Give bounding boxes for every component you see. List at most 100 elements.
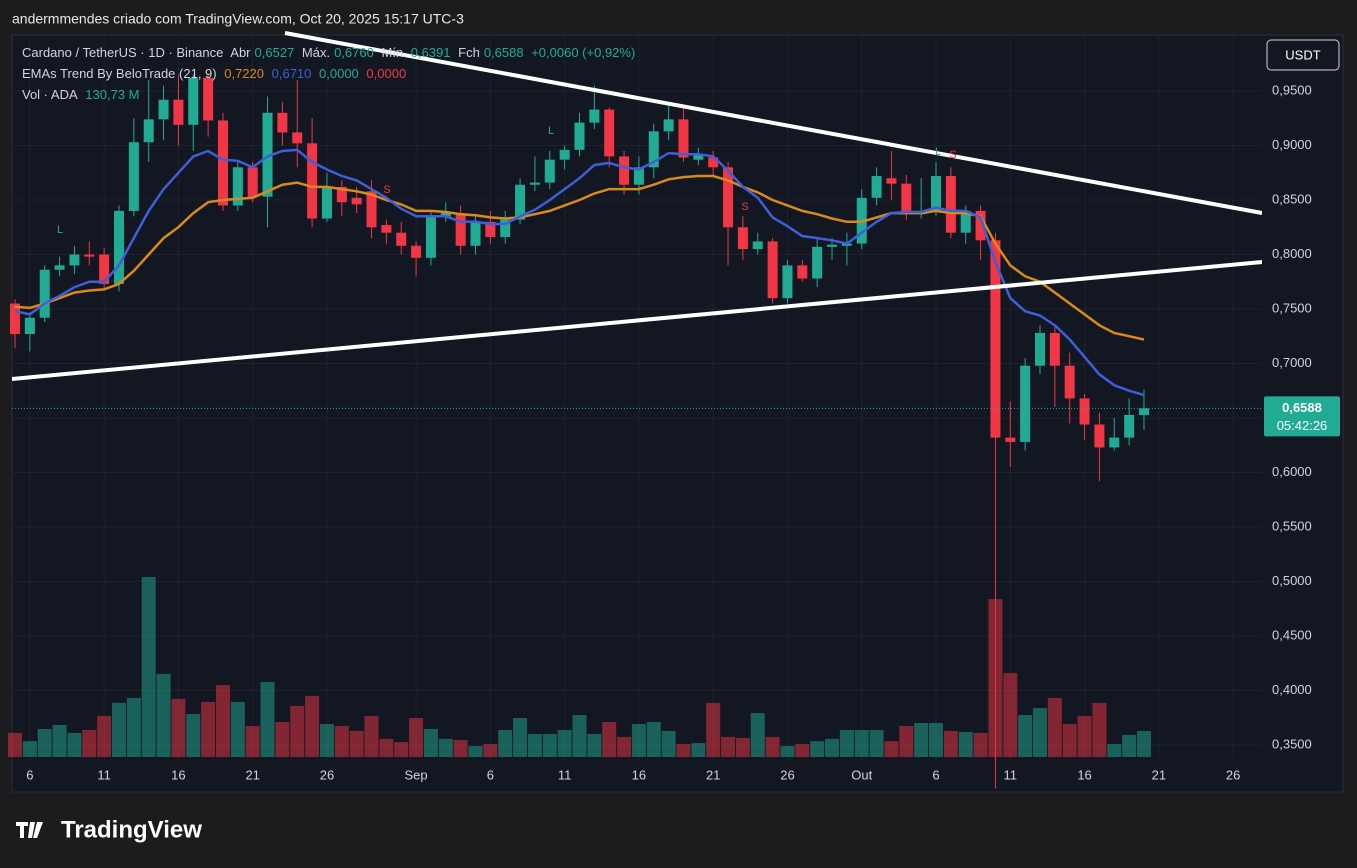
volume-bar: [468, 746, 483, 757]
candle-body: [708, 157, 719, 168]
candle-body: [633, 167, 644, 185]
logo-icon: [16, 822, 43, 838]
volume-bar: [141, 577, 156, 757]
volume-bar: [8, 732, 22, 757]
y-tick-label: 0,4000: [1272, 682, 1312, 697]
candle-body: [425, 217, 436, 258]
volume-bar: [795, 744, 810, 757]
candle-body: [307, 143, 318, 219]
candle-body: [574, 122, 585, 150]
signal: S: [949, 149, 956, 161]
candle-body: [411, 245, 422, 258]
value: 0,6760: [334, 45, 374, 60]
volume-bar: [67, 732, 82, 757]
legend-row: EMAs Trend By BeloTrade (21, 9) 0,7220 0…: [22, 66, 410, 81]
y-tick-label: 0,7000: [1272, 355, 1312, 370]
candle-body: [767, 241, 778, 299]
candle-body: [1079, 398, 1090, 425]
volume-bar: [557, 729, 572, 757]
candle-body: [396, 232, 407, 246]
volume-bar: [929, 722, 944, 757]
candle-body: [693, 155, 704, 160]
legend-row: Cardano / TetherUS · 1D · Binance Abr 0,6…: [22, 45, 639, 60]
x-tick-label: 26: [780, 767, 794, 782]
candle-body: [158, 99, 169, 120]
x-tick-label: 16: [171, 767, 185, 782]
volume-bar: [290, 705, 305, 757]
candle-body: [24, 317, 35, 335]
value: 0,6527: [254, 45, 295, 60]
volume-bar: [780, 746, 795, 757]
volume-bar: [52, 724, 67, 757]
y-tick-label: 0,8500: [1272, 191, 1312, 206]
candle-body: [515, 184, 526, 220]
volume-bar: [765, 736, 780, 757]
volume-bar: [958, 731, 973, 757]
volume-bar: [1003, 673, 1018, 757]
countdown: 05:42:26: [1277, 418, 1328, 433]
candle-body: [945, 176, 956, 233]
candle-body: [381, 225, 392, 233]
candle-body: [975, 210, 986, 241]
volume-bar: [1018, 715, 1033, 757]
candle-body: [262, 112, 273, 197]
candle-body: [1094, 424, 1105, 448]
volume-bar: [631, 723, 646, 757]
volume-bar: [37, 728, 52, 757]
volume-bar: [825, 738, 840, 757]
candle-body: [500, 219, 511, 238]
volume-bar: [215, 685, 230, 757]
candle-body: [128, 142, 139, 211]
signal: L: [935, 146, 941, 158]
y-tick-label: 0,9000: [1272, 137, 1312, 152]
volume-bar: [453, 739, 468, 757]
candle-body: [544, 159, 555, 183]
volume-bar: [899, 725, 914, 757]
candle-body: [1049, 332, 1060, 366]
volume-bar: [394, 742, 409, 757]
label: Mín.: [381, 45, 407, 60]
candle-body: [871, 176, 882, 198]
candle-body: [619, 156, 630, 185]
trendline: [11, 260, 1263, 381]
x-tick-label: 11: [558, 767, 572, 782]
x-tick-label: 11: [97, 767, 111, 782]
volume-bar: [111, 702, 126, 757]
volume-bar: [587, 733, 602, 757]
y-tick-label: 0,5000: [1272, 573, 1312, 588]
candle-body: [351, 197, 362, 205]
volume-bar: [379, 738, 394, 757]
candle-body: [737, 227, 748, 250]
signal: S: [383, 184, 390, 196]
volume-bar: [706, 702, 721, 757]
candle-body: [321, 186, 332, 219]
candle-body: [366, 191, 377, 228]
x-tick-label: 16: [632, 767, 646, 782]
currency[interactable]: USDT: [1285, 47, 1320, 62]
x-tick-label: 21: [1152, 767, 1166, 782]
x-tick-label: 6: [487, 767, 494, 782]
candle-body: [203, 77, 214, 121]
volume-bar: [349, 730, 364, 757]
volume-bar: [498, 729, 513, 757]
volume-bar: [1032, 708, 1047, 757]
volume-bar: [1062, 723, 1077, 757]
volume-bar: [319, 723, 334, 757]
candle-body: [752, 241, 763, 250]
candle-body: [54, 265, 65, 270]
currency-button[interactable]: [1266, 39, 1340, 71]
candle-body: [84, 254, 95, 257]
x-tick-label: Sep: [405, 767, 428, 782]
x-tick-label: 6: [932, 767, 939, 782]
volume-bar: [661, 730, 676, 757]
candle-body: [217, 120, 228, 206]
candle-body: [113, 210, 124, 284]
volume-bar: [513, 718, 528, 757]
candle-body: [886, 178, 897, 184]
volume-bar: [943, 730, 958, 757]
volume-bar: [854, 729, 869, 757]
x-tick-label: 21: [706, 767, 720, 782]
candle-body: [782, 265, 793, 299]
candle-body: [827, 244, 838, 247]
